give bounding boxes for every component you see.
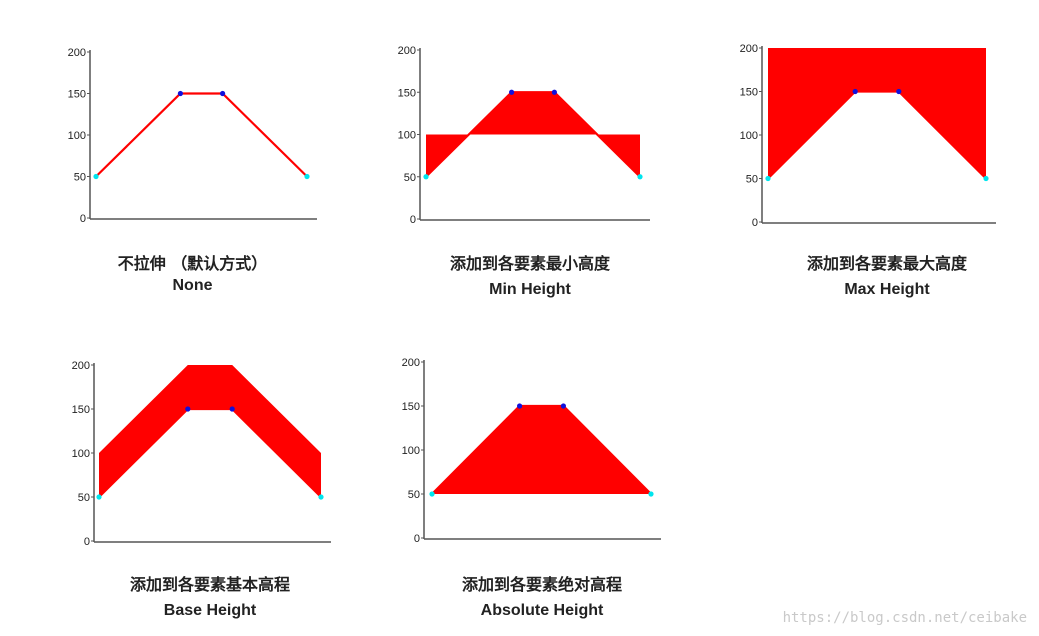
y-tick-label: 150 [68,89,86,101]
caption-max-height-cn: 添加到各要素最大高度 [806,254,967,273]
caption-absolute-height: 添加到各要素绝对高程 Absolute Height [427,574,657,622]
profile-line [425,91,641,178]
endpoint-marker [648,491,654,497]
vertex-marker [896,88,902,95]
caption-base-height-en: Base Height [163,602,257,619]
caption-absolute-height-en: Absolute Height [480,602,604,619]
fill-region [768,48,986,179]
vertex-marker [185,406,191,412]
chart-max-height: 0 50 100 150 200 [740,43,996,229]
y-tick-label: 50 [404,172,416,184]
y-tick-label: 200 [398,45,416,57]
chart-panel-min-height: 0 50 100 150 200 [390,40,660,230]
chart-panel-none: 0 50 100 150 200 [60,40,330,230]
endpoint-marker [429,491,435,497]
endpoint-marker [765,175,771,182]
profile-line [95,92,308,178]
fill-region [99,365,321,497]
vertex-marker [220,90,226,97]
chart-panel-base-height: 0 50 100 150 200 [62,355,342,550]
vertex-marker [560,403,566,409]
profile-line [98,407,322,498]
chart-panel-max-height: 0 50 100 150 200 [732,40,1002,230]
profile-line [767,90,987,180]
y-tick-label: 50 [78,492,90,504]
endpoint-marker [318,494,324,500]
profile-line [431,404,652,495]
caption-base-height-cn: 添加到各要素基本高程 [129,575,290,594]
y-tick-label: 50 [746,174,758,186]
vertex-marker [551,89,557,95]
y-tick-label: 200 [402,357,420,369]
chart-base-height: 0 50 100 150 200 [72,360,331,548]
y-tick-label: 100 [72,448,90,460]
endpoint-marker [304,173,310,180]
chart-panel-absolute-height: 0 50 100 150 200 [392,352,672,547]
vertex-marker [229,406,235,412]
endpoint-marker [423,174,429,180]
caption-min-height-cn: 添加到各要素最小高度 [449,254,610,273]
endpoint-marker [983,175,989,182]
caption-base-height: 添加到各要素基本高程 Base Height [95,574,325,622]
watermark: https://blog.csdn.net/ceibake [782,610,1027,626]
y-tick-label: 200 [72,360,90,372]
caption-none: 不拉伸 （默认方式） None [95,253,290,297]
endpoint-marker [93,173,99,180]
y-tick-label: 100 [398,130,416,142]
y-tick-label: 50 [408,489,420,501]
vertex-marker [852,88,858,95]
y-tick-label: 100 [740,130,758,142]
caption-min-height-en: Min Height [489,281,571,298]
y-tick-label: 150 [72,404,90,416]
y-tick-label: 50 [74,172,86,184]
y-tick-label: 0 [84,536,90,548]
y-tick-label: 0 [752,217,758,229]
y-tick-label: 150 [402,401,420,413]
caption-none-en: None [172,277,213,294]
y-tick-label: 200 [740,43,758,55]
y-tick-label: 200 [68,47,86,59]
endpoint-marker [96,494,102,500]
caption-absolute-height-cn: 添加到各要素绝对高程 [461,575,622,594]
fill-region [432,406,651,494]
caption-min-height: 添加到各要素最小高度 Min Height [415,253,645,301]
y-tick-label: 0 [410,214,416,226]
vertex-marker [177,90,183,97]
chart-none: 0 50 100 150 200 [68,47,317,225]
endpoint-marker [637,174,643,180]
y-tick-label: 100 [402,445,420,457]
y-tick-label: 100 [68,130,86,142]
chart-min-height: 0 50 100 150 200 [398,45,650,226]
caption-max-height: 添加到各要素最大高度 Max Height [772,253,1002,301]
y-tick-label: 0 [80,213,86,225]
y-tick-label: 150 [398,87,416,99]
y-tick-label: 150 [740,87,758,99]
y-tick-label: 0 [414,533,420,545]
fill-region [426,92,640,177]
caption-none-cn: 不拉伸 （默认方式） [117,254,268,273]
chart-absolute-height: 0 50 100 150 200 [402,357,661,545]
vertex-marker [517,403,523,409]
caption-max-height-en: Max Height [844,281,930,298]
vertex-marker [509,89,515,95]
